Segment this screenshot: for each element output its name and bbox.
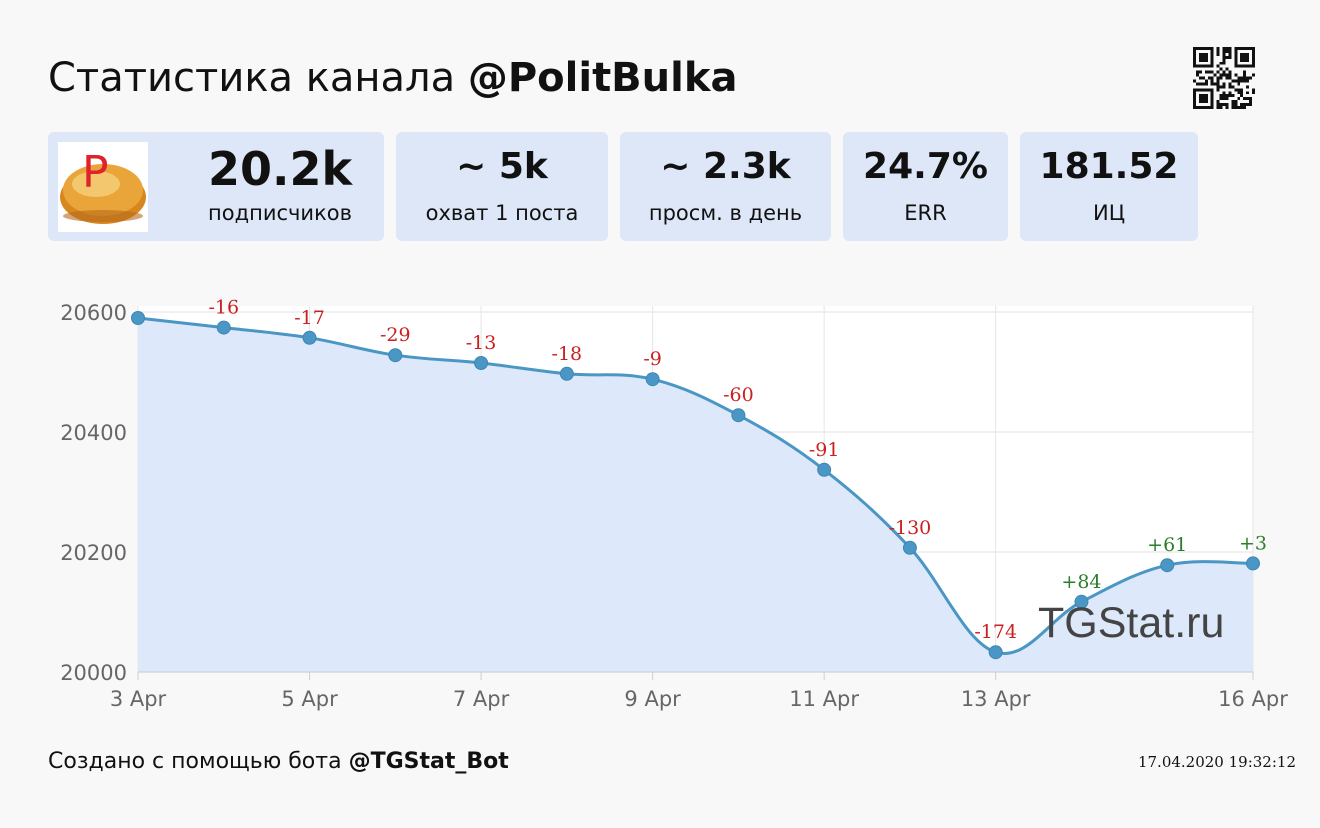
series-line <box>137 316 1254 656</box>
y-tick-label: 20600 <box>60 301 127 325</box>
channel-name: @PolitBulka <box>467 55 738 101</box>
page-title-prefix: Статистика канала <box>48 55 468 101</box>
x-tick-label: 13 Apr <box>961 687 1031 711</box>
watermark: TGStat.ru <box>1038 599 1225 647</box>
y-tick-label: 20400 <box>60 421 127 445</box>
data-point <box>474 356 489 370</box>
x-tick-label: 3 Apr <box>110 687 167 711</box>
data-label: +3 <box>1239 532 1267 554</box>
data-label: -17 <box>294 307 325 329</box>
subscribers-card: P 20.2k подписчиков <box>48 132 384 241</box>
data-point <box>1246 556 1260 571</box>
x-tick-label: 11 Apr <box>789 687 859 711</box>
channel-avatar: P <box>58 142 148 232</box>
data-point <box>388 348 403 363</box>
x-tick-label: 5 Apr <box>281 687 338 711</box>
data-point <box>559 366 574 381</box>
x-tick-label: 9 Apr <box>624 687 681 711</box>
data-point <box>302 330 317 345</box>
data-point <box>817 462 832 477</box>
index-value: 181.52 <box>1039 146 1179 187</box>
index-label: ИЦ <box>1092 201 1125 225</box>
reach-label: охват 1 поста <box>425 201 579 225</box>
page-title: Статистика канала @PolitBulka <box>48 52 737 104</box>
reach-card: ~ 5k охват 1 поста <box>396 132 608 241</box>
data-label: +84 <box>1061 571 1101 593</box>
data-label: -9 <box>643 348 662 370</box>
daily-views-label: просм. в день <box>648 201 803 225</box>
qr-code-icon <box>1193 47 1255 109</box>
data-label: +61 <box>1147 534 1187 556</box>
index-card: 181.52 ИЦ <box>1020 132 1198 241</box>
err-card: 24.7% ERR <box>843 132 1008 241</box>
data-label: -16 <box>208 297 239 319</box>
daily-views-value: ~ 2.3k <box>660 146 791 187</box>
data-label: -174 <box>974 621 1017 643</box>
y-tick-label: 20000 <box>60 661 127 685</box>
data-point <box>902 540 917 555</box>
y-tick-label: 20200 <box>60 541 127 565</box>
data-label: -29 <box>380 324 411 346</box>
data-point <box>1160 558 1175 573</box>
data-point <box>988 645 1003 660</box>
data-point <box>131 311 145 325</box>
x-tick-label: 16 Apr <box>1218 687 1288 711</box>
daily-views-card: ~ 2.3k просм. в день <box>620 132 831 241</box>
err-value: 24.7% <box>863 146 988 187</box>
timestamp: 17.04.2020 19:32:12 <box>1137 753 1296 771</box>
footer-credit: Создано с помощью бота @TGStat_Bot <box>48 747 509 777</box>
data-label: -60 <box>723 384 754 406</box>
avatar-letter: P <box>82 147 109 198</box>
x-tick-label: 7 Apr <box>453 687 510 711</box>
area-fill <box>138 318 1253 672</box>
data-point <box>731 408 746 423</box>
data-label: -130 <box>889 517 932 539</box>
data-label: -13 <box>466 332 497 354</box>
data-point <box>645 372 660 387</box>
err-label: ERR <box>904 201 947 225</box>
data-label: -91 <box>809 439 840 461</box>
bot-link[interactable]: @TGStat_Bot <box>348 749 509 774</box>
data-label: -18 <box>552 343 583 365</box>
data-point <box>1074 594 1089 609</box>
subscribers-value: 20.2k <box>207 142 353 196</box>
reach-value: ~ 5k <box>456 146 548 187</box>
footer-prefix: Создано с помощью бота <box>48 749 349 774</box>
subscribers-label: подписчиков <box>208 201 352 225</box>
data-point <box>216 320 231 335</box>
